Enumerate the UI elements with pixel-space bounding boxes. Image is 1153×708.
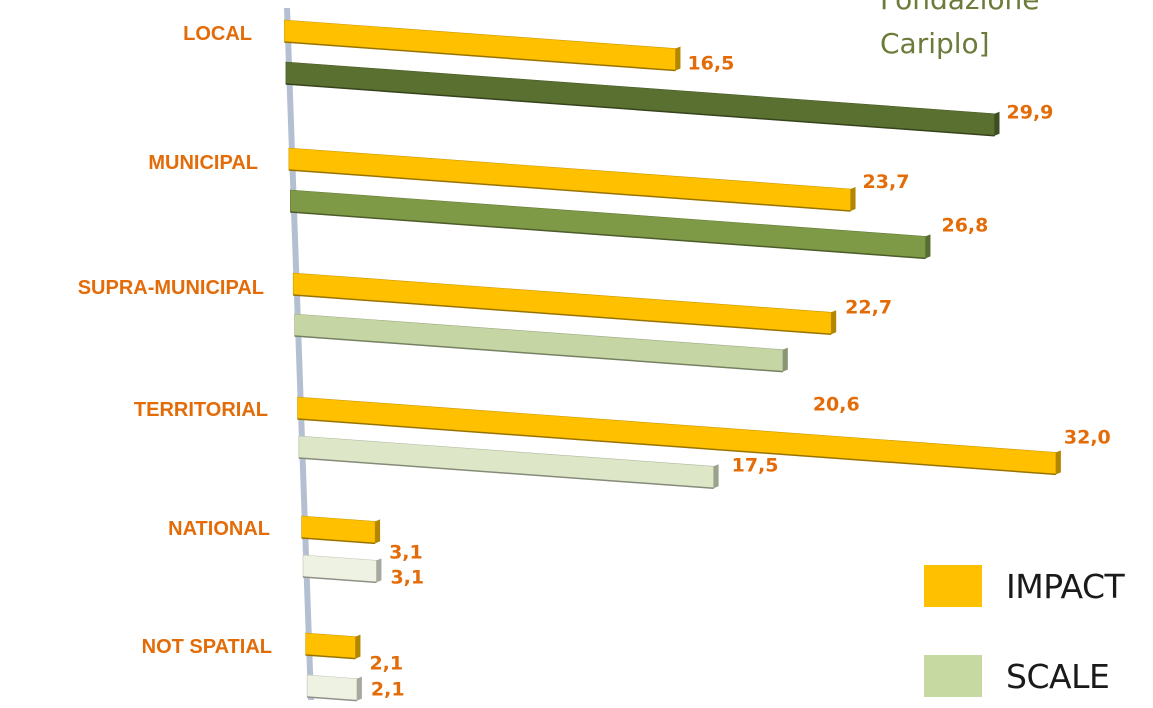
bar-impact-municipal-edge <box>288 169 851 212</box>
bar-scale-national-side <box>376 558 382 583</box>
data-label-scale-municipal: 26,8 <box>941 214 988 236</box>
bar-scale-local-side <box>994 111 1000 136</box>
source-note: Fondazione Cariplo] <box>880 0 1040 66</box>
data-label-scale-territorial: 17,5 <box>732 454 779 476</box>
bar-impact-supra-municipal-side <box>831 310 837 335</box>
data-label-impact-national: 3,1 <box>389 541 423 563</box>
category-label-not-spatial: NOT SPATIAL <box>142 636 272 658</box>
bar-scale-municipal-edge <box>290 211 926 260</box>
bar-scale-not-spatial-side <box>356 676 362 701</box>
data-label-impact-local: 16,5 <box>687 53 734 75</box>
data-label-impact-municipal: 23,7 <box>863 171 910 193</box>
data-label-scale-not-spatial: 2,1 <box>371 679 405 701</box>
legend-swatch-impact <box>924 565 982 607</box>
bar-scale-territorial-edge <box>298 457 714 490</box>
bar-scale-not-spatial <box>306 674 358 701</box>
bar-scale-local <box>285 61 995 137</box>
bar-scale-territorial-side <box>713 464 719 489</box>
bar-impact-not-spatial-edge <box>305 654 356 660</box>
bar-impact-local-edge <box>284 41 676 72</box>
data-label-impact-territorial: 32,0 <box>1064 426 1111 448</box>
bar-scale-municipal-side <box>925 234 931 259</box>
bar-impact-local-side <box>675 46 681 71</box>
bar-scale-local-edge <box>285 83 995 137</box>
data-label-impact-not-spatial: 2,1 <box>369 653 403 675</box>
y-axis-line <box>284 8 314 700</box>
bar-impact-national-edge <box>301 537 376 545</box>
bar-impact-national-side <box>375 519 381 544</box>
bar-impact-supra-municipal-edge <box>293 294 832 336</box>
category-label-supra-municipal: SUPRA-MUNICIPAL <box>78 277 264 299</box>
bar-impact-territorial-edge <box>297 418 1056 476</box>
data-label-impact-supra-municipal: 22,7 <box>845 296 892 318</box>
source-note-line-1: Fondazione <box>880 0 1040 22</box>
legend-label-impact: IMPACT <box>1006 566 1125 606</box>
legend-label-scale: SCALE <box>1006 656 1110 696</box>
data-label-scale-supra-municipal: 20,6 <box>813 394 860 416</box>
bar-impact-not-spatial <box>305 632 356 659</box>
bar-impact-not-spatial-side <box>355 634 361 659</box>
bar-scale-supra-municipal-edge <box>294 335 783 373</box>
category-label-territorial: TERRITORIAL <box>134 399 268 421</box>
category-label-municipal: MUNICIPAL <box>148 152 258 174</box>
legend-item-impact: IMPACT <box>924 565 1125 607</box>
source-note-line-2: Cariplo] <box>880 27 990 60</box>
legend-item-scale: SCALE <box>924 655 1110 697</box>
data-label-scale-national: 3,1 <box>390 566 424 588</box>
bar-impact-territorial-side <box>1055 450 1061 475</box>
bar-scale-national-edge <box>302 576 377 584</box>
bar-impact-local <box>284 19 676 71</box>
legend-swatch-scale <box>924 655 982 697</box>
data-label-scale-local: 29,9 <box>1007 102 1054 124</box>
category-label-national: NATIONAL <box>168 518 270 540</box>
bar-scale-supra-municipal-side <box>782 347 788 372</box>
category-label-local: LOCAL <box>183 23 252 45</box>
bar-scale-not-spatial-edge <box>307 696 357 702</box>
bar-impact-municipal-side <box>850 187 856 212</box>
